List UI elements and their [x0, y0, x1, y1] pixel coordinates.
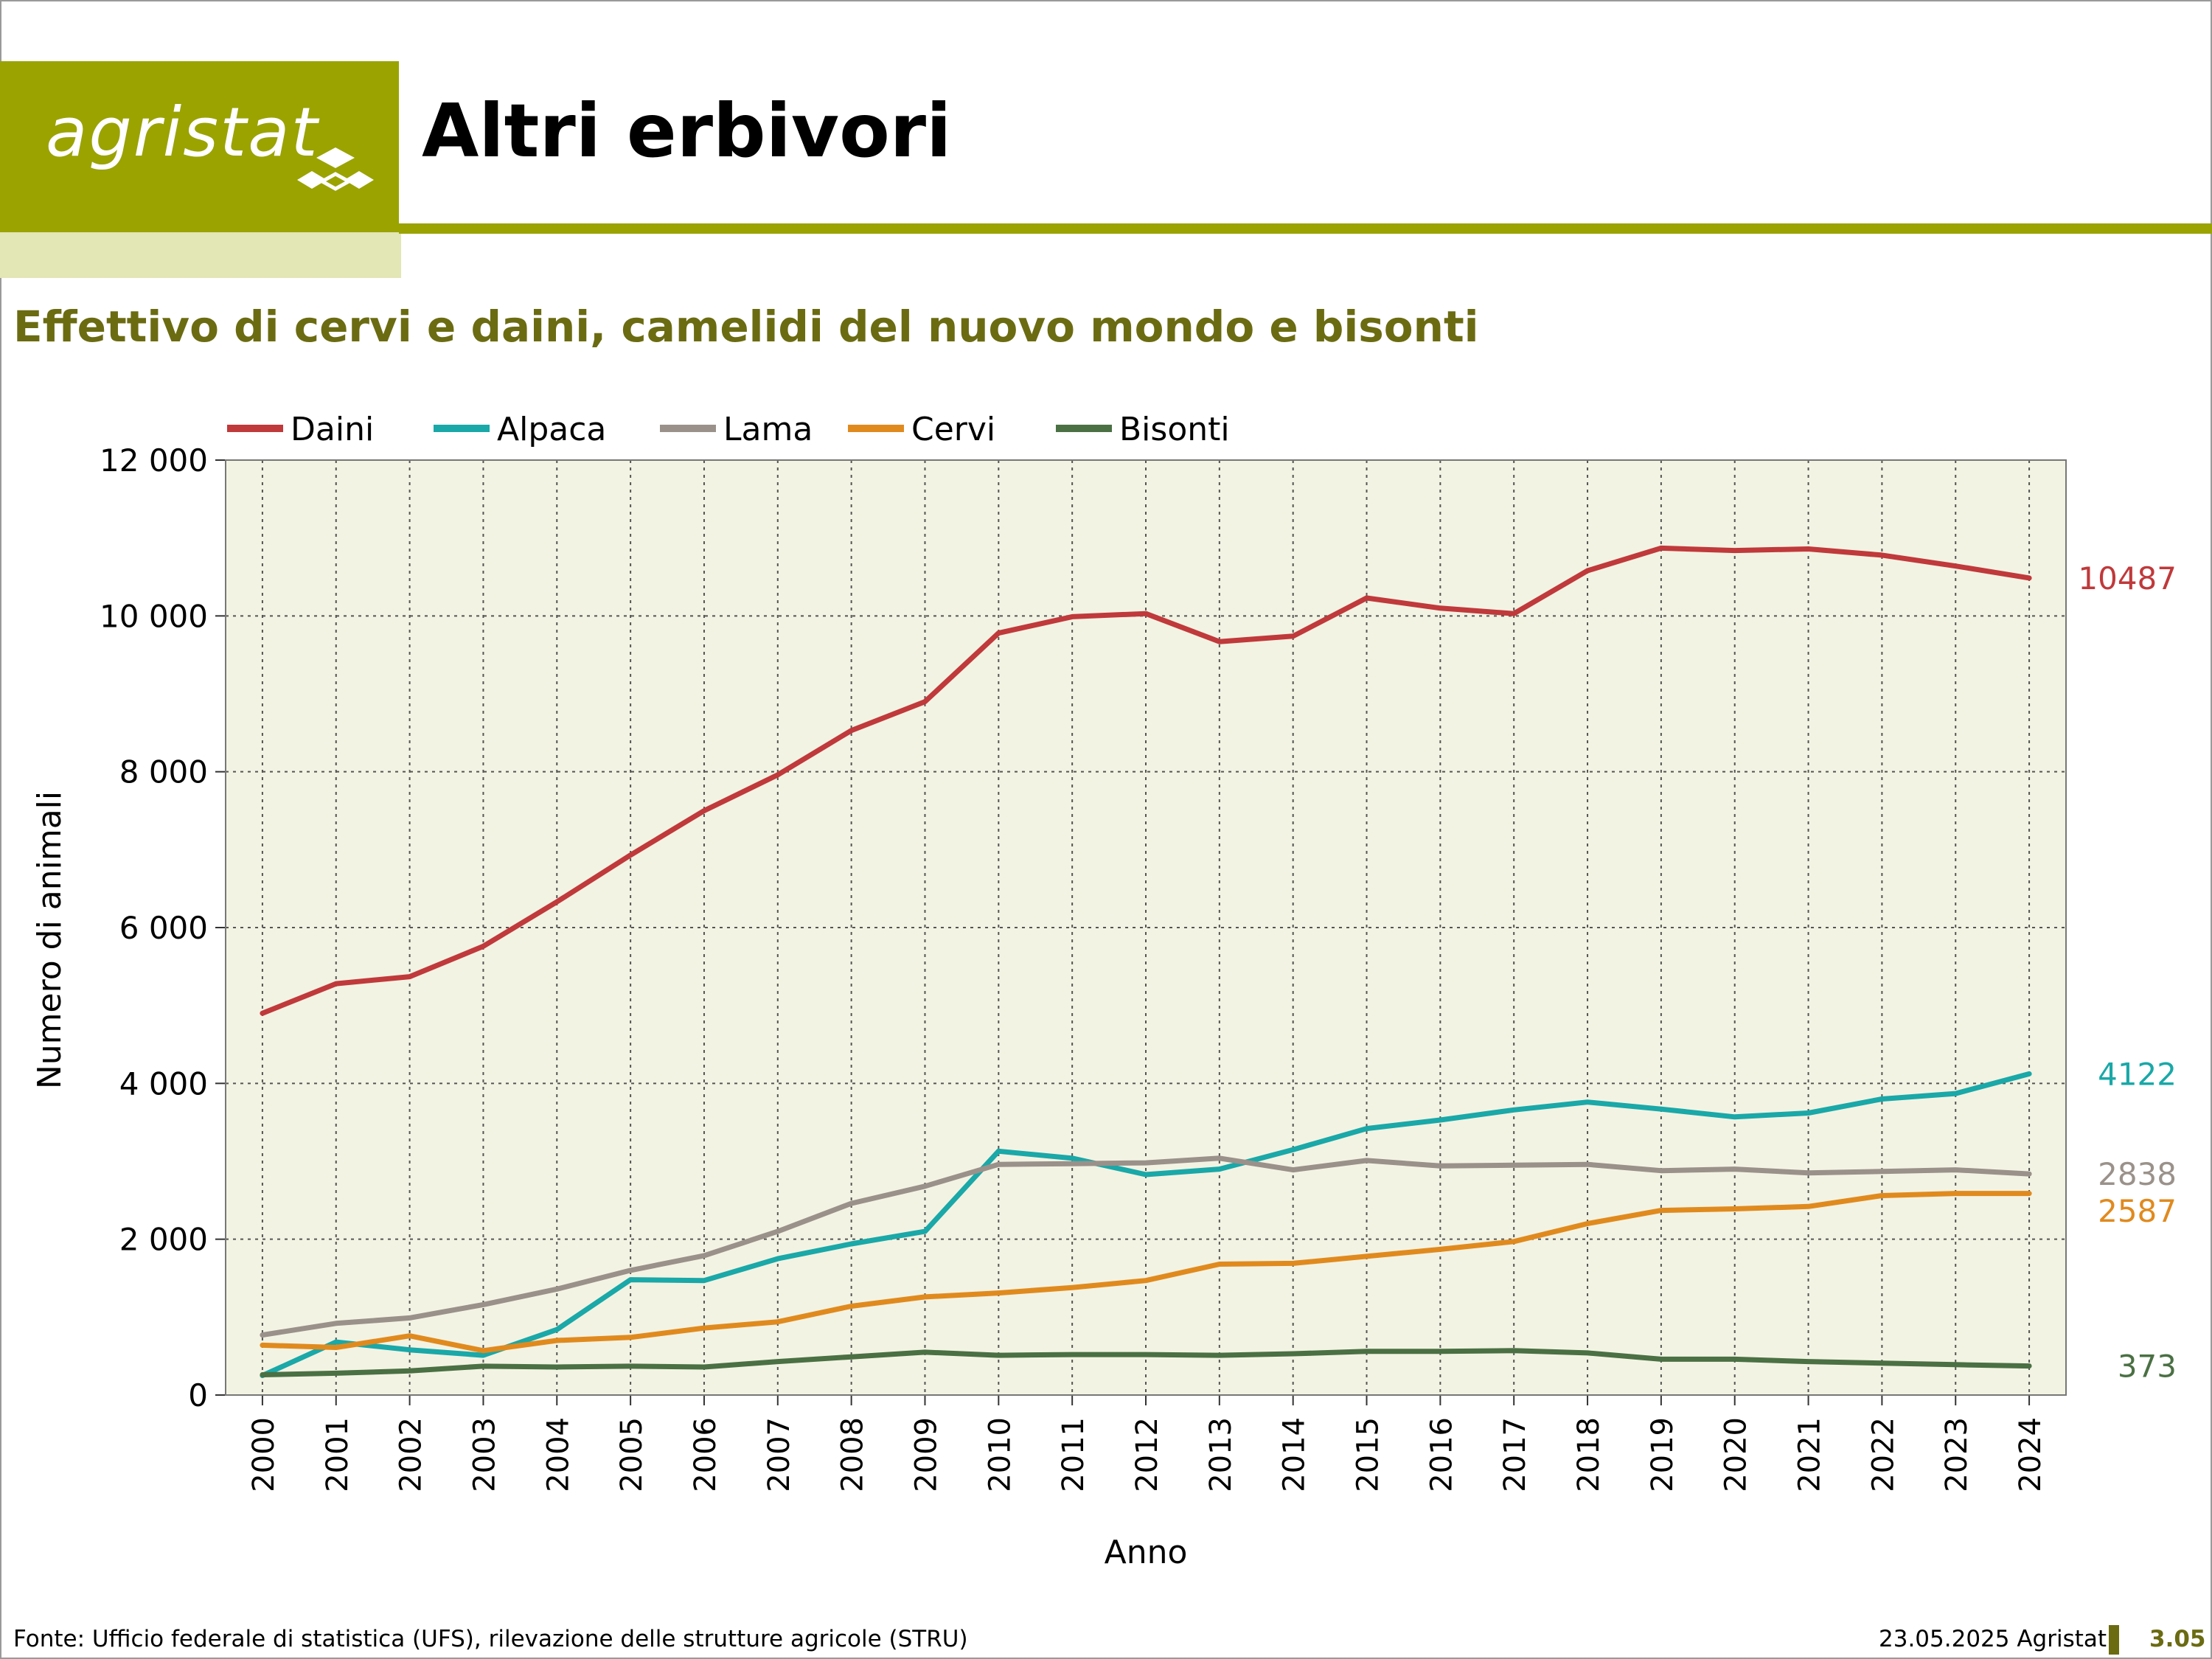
y-tick-label: 4 000: [119, 1065, 208, 1102]
end-value-label-alpaca: 4122: [2098, 1056, 2177, 1092]
x-tick-label: 2010: [983, 1417, 1017, 1492]
end-value-label-cervi: 2587: [2098, 1193, 2177, 1229]
series-line-lama: [260, 1155, 2032, 1338]
legend-label-cervi: Cervi: [911, 411, 995, 448]
x-tick-label: 2014: [1278, 1417, 1312, 1492]
x-tick-label: 2006: [689, 1417, 723, 1492]
x-tick-label: 2024: [2014, 1417, 2048, 1492]
chart-subtitle: Effettivo di cervi e daini, camelidi del…: [13, 302, 1479, 352]
x-tick-label: 2005: [615, 1417, 649, 1492]
footer-date: 23.05.2025 Agristat: [1879, 1626, 2107, 1652]
y-tick-label: 0: [188, 1377, 208, 1413]
x-tick-label: 2023: [1940, 1417, 1974, 1492]
end-value-label-lama: 2838: [2098, 1156, 2177, 1192]
series-line-alpaca: [260, 1071, 2032, 1379]
x-tick-label: 2003: [467, 1417, 501, 1492]
logo-wordmark: agristat: [46, 93, 319, 172]
title-rule: [399, 223, 2212, 234]
x-tick-label: 2013: [1204, 1417, 1238, 1492]
x-tick-label: 2011: [1057, 1417, 1091, 1492]
x-tick-label: 2007: [762, 1417, 796, 1492]
x-tick-label: 2020: [1719, 1417, 1753, 1492]
x-tick-label: 2022: [1866, 1417, 1900, 1492]
logo-underlay: [0, 232, 401, 278]
x-tick-label: 2004: [541, 1417, 575, 1492]
x-tick-label: 2008: [836, 1417, 870, 1492]
page-title: Altri erbivori: [422, 88, 952, 174]
x-tick-label: 2019: [1646, 1417, 1680, 1492]
y-tick-label: 10 000: [100, 598, 208, 634]
footer-separator: [2109, 1625, 2119, 1655]
y-tick-label: 6 000: [119, 910, 208, 946]
series-line-daini: [260, 545, 2032, 1016]
x-tick-label: 2002: [394, 1417, 428, 1492]
x-tick-label: 2018: [1572, 1417, 1606, 1492]
footer-source: Fonte: Ufficio federale di statistica (U…: [13, 1626, 968, 1652]
legend-label-lama: Lama: [723, 411, 813, 448]
plot-border: [225, 459, 2067, 1396]
logo-diamonds-icon: [297, 147, 374, 191]
end-value-label-bisonti: 373: [2118, 1349, 2177, 1385]
x-tick-label: 2000: [247, 1417, 281, 1492]
x-tick-label: 2017: [1498, 1417, 1532, 1492]
series-line-cervi: [260, 1191, 2032, 1354]
logo-block: [0, 61, 399, 232]
x-tick-label: 2012: [1130, 1417, 1164, 1492]
y-axis-title: Numero di animali: [31, 791, 69, 1089]
y-tick-label: 2 000: [119, 1222, 208, 1258]
y-tick-label: 12 000: [100, 442, 208, 479]
series-line-bisonti: [260, 1348, 2032, 1377]
x-tick-label: 2009: [909, 1417, 943, 1492]
x-axis-title: Anno: [1105, 1534, 1188, 1571]
y-tick-label: 8 000: [119, 754, 208, 790]
footer-page-number: 3.05: [2149, 1626, 2206, 1652]
x-tick-label: 2016: [1425, 1417, 1458, 1492]
x-tick-label: 2021: [1793, 1417, 1827, 1492]
line-chart: 0 2 000 4 000 6 000 8 000 10 000 12 000 2000 200…: [31, 411, 2177, 1571]
legend-label-daini: Daini: [291, 411, 374, 448]
x-tick-label: 2001: [321, 1417, 355, 1492]
legend-label-bisonti: Bisonti: [1119, 411, 1230, 448]
legend-label-alpaca: Alpaca: [497, 411, 606, 448]
x-tick-label: 2015: [1352, 1417, 1385, 1492]
end-value-label-daini: 10487: [2078, 560, 2177, 597]
